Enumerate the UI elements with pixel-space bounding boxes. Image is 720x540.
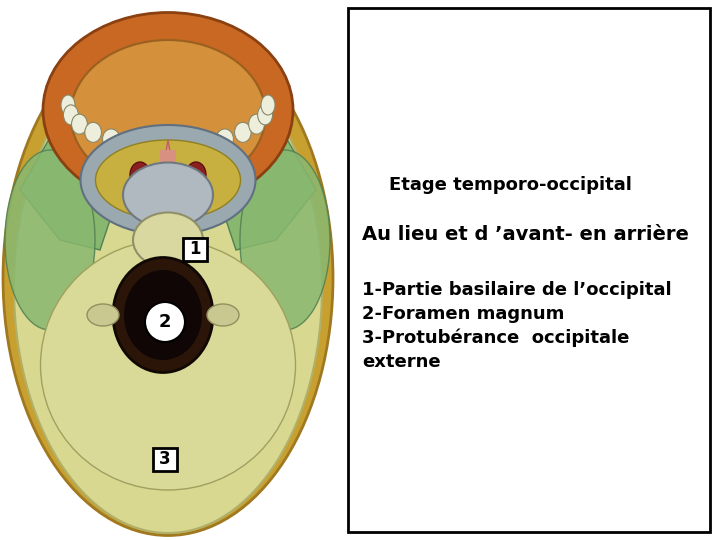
Text: externe: externe bbox=[362, 353, 441, 371]
Ellipse shape bbox=[130, 162, 150, 188]
Polygon shape bbox=[186, 30, 316, 250]
Ellipse shape bbox=[147, 136, 165, 156]
Ellipse shape bbox=[124, 133, 141, 153]
Ellipse shape bbox=[96, 140, 240, 220]
Polygon shape bbox=[160, 140, 176, 185]
Ellipse shape bbox=[87, 304, 119, 326]
Ellipse shape bbox=[85, 123, 102, 143]
Ellipse shape bbox=[123, 163, 213, 227]
Text: 3-Protubérance  occipitale: 3-Protubérance occipitale bbox=[362, 329, 629, 347]
Ellipse shape bbox=[5, 150, 95, 330]
Polygon shape bbox=[20, 30, 150, 250]
Ellipse shape bbox=[113, 258, 213, 373]
Ellipse shape bbox=[71, 114, 87, 134]
Ellipse shape bbox=[124, 270, 202, 360]
Ellipse shape bbox=[240, 150, 330, 330]
Text: 2: 2 bbox=[158, 313, 171, 331]
Ellipse shape bbox=[258, 105, 273, 125]
Ellipse shape bbox=[102, 129, 120, 149]
Ellipse shape bbox=[171, 136, 189, 156]
FancyArrow shape bbox=[160, 150, 176, 185]
Ellipse shape bbox=[186, 162, 206, 188]
Circle shape bbox=[145, 302, 185, 342]
Ellipse shape bbox=[71, 40, 266, 190]
Ellipse shape bbox=[248, 114, 264, 134]
FancyBboxPatch shape bbox=[153, 448, 177, 471]
Ellipse shape bbox=[261, 95, 275, 115]
Text: Au lieu et d ’avant- en arrière: Au lieu et d ’avant- en arrière bbox=[362, 226, 689, 245]
Ellipse shape bbox=[216, 129, 233, 149]
FancyBboxPatch shape bbox=[183, 238, 207, 261]
Ellipse shape bbox=[133, 213, 203, 267]
Ellipse shape bbox=[43, 12, 293, 207]
Text: 1: 1 bbox=[189, 240, 201, 258]
Ellipse shape bbox=[3, 21, 333, 536]
Ellipse shape bbox=[194, 133, 212, 153]
Text: 1-Partie basilaire de l’occipital: 1-Partie basilaire de l’occipital bbox=[362, 281, 672, 299]
Ellipse shape bbox=[207, 304, 239, 326]
Ellipse shape bbox=[81, 125, 256, 235]
Ellipse shape bbox=[14, 43, 322, 533]
Text: 3: 3 bbox=[159, 450, 171, 468]
Ellipse shape bbox=[40, 240, 295, 490]
Text: Etage temporo-occipital: Etage temporo-occipital bbox=[389, 176, 631, 194]
Ellipse shape bbox=[61, 95, 75, 115]
Ellipse shape bbox=[63, 105, 78, 125]
Bar bbox=[0, 0, 348, 540]
Text: 2-Foramen magnum: 2-Foramen magnum bbox=[362, 305, 564, 323]
Ellipse shape bbox=[235, 123, 251, 143]
Bar bbox=[348, 8, 710, 532]
